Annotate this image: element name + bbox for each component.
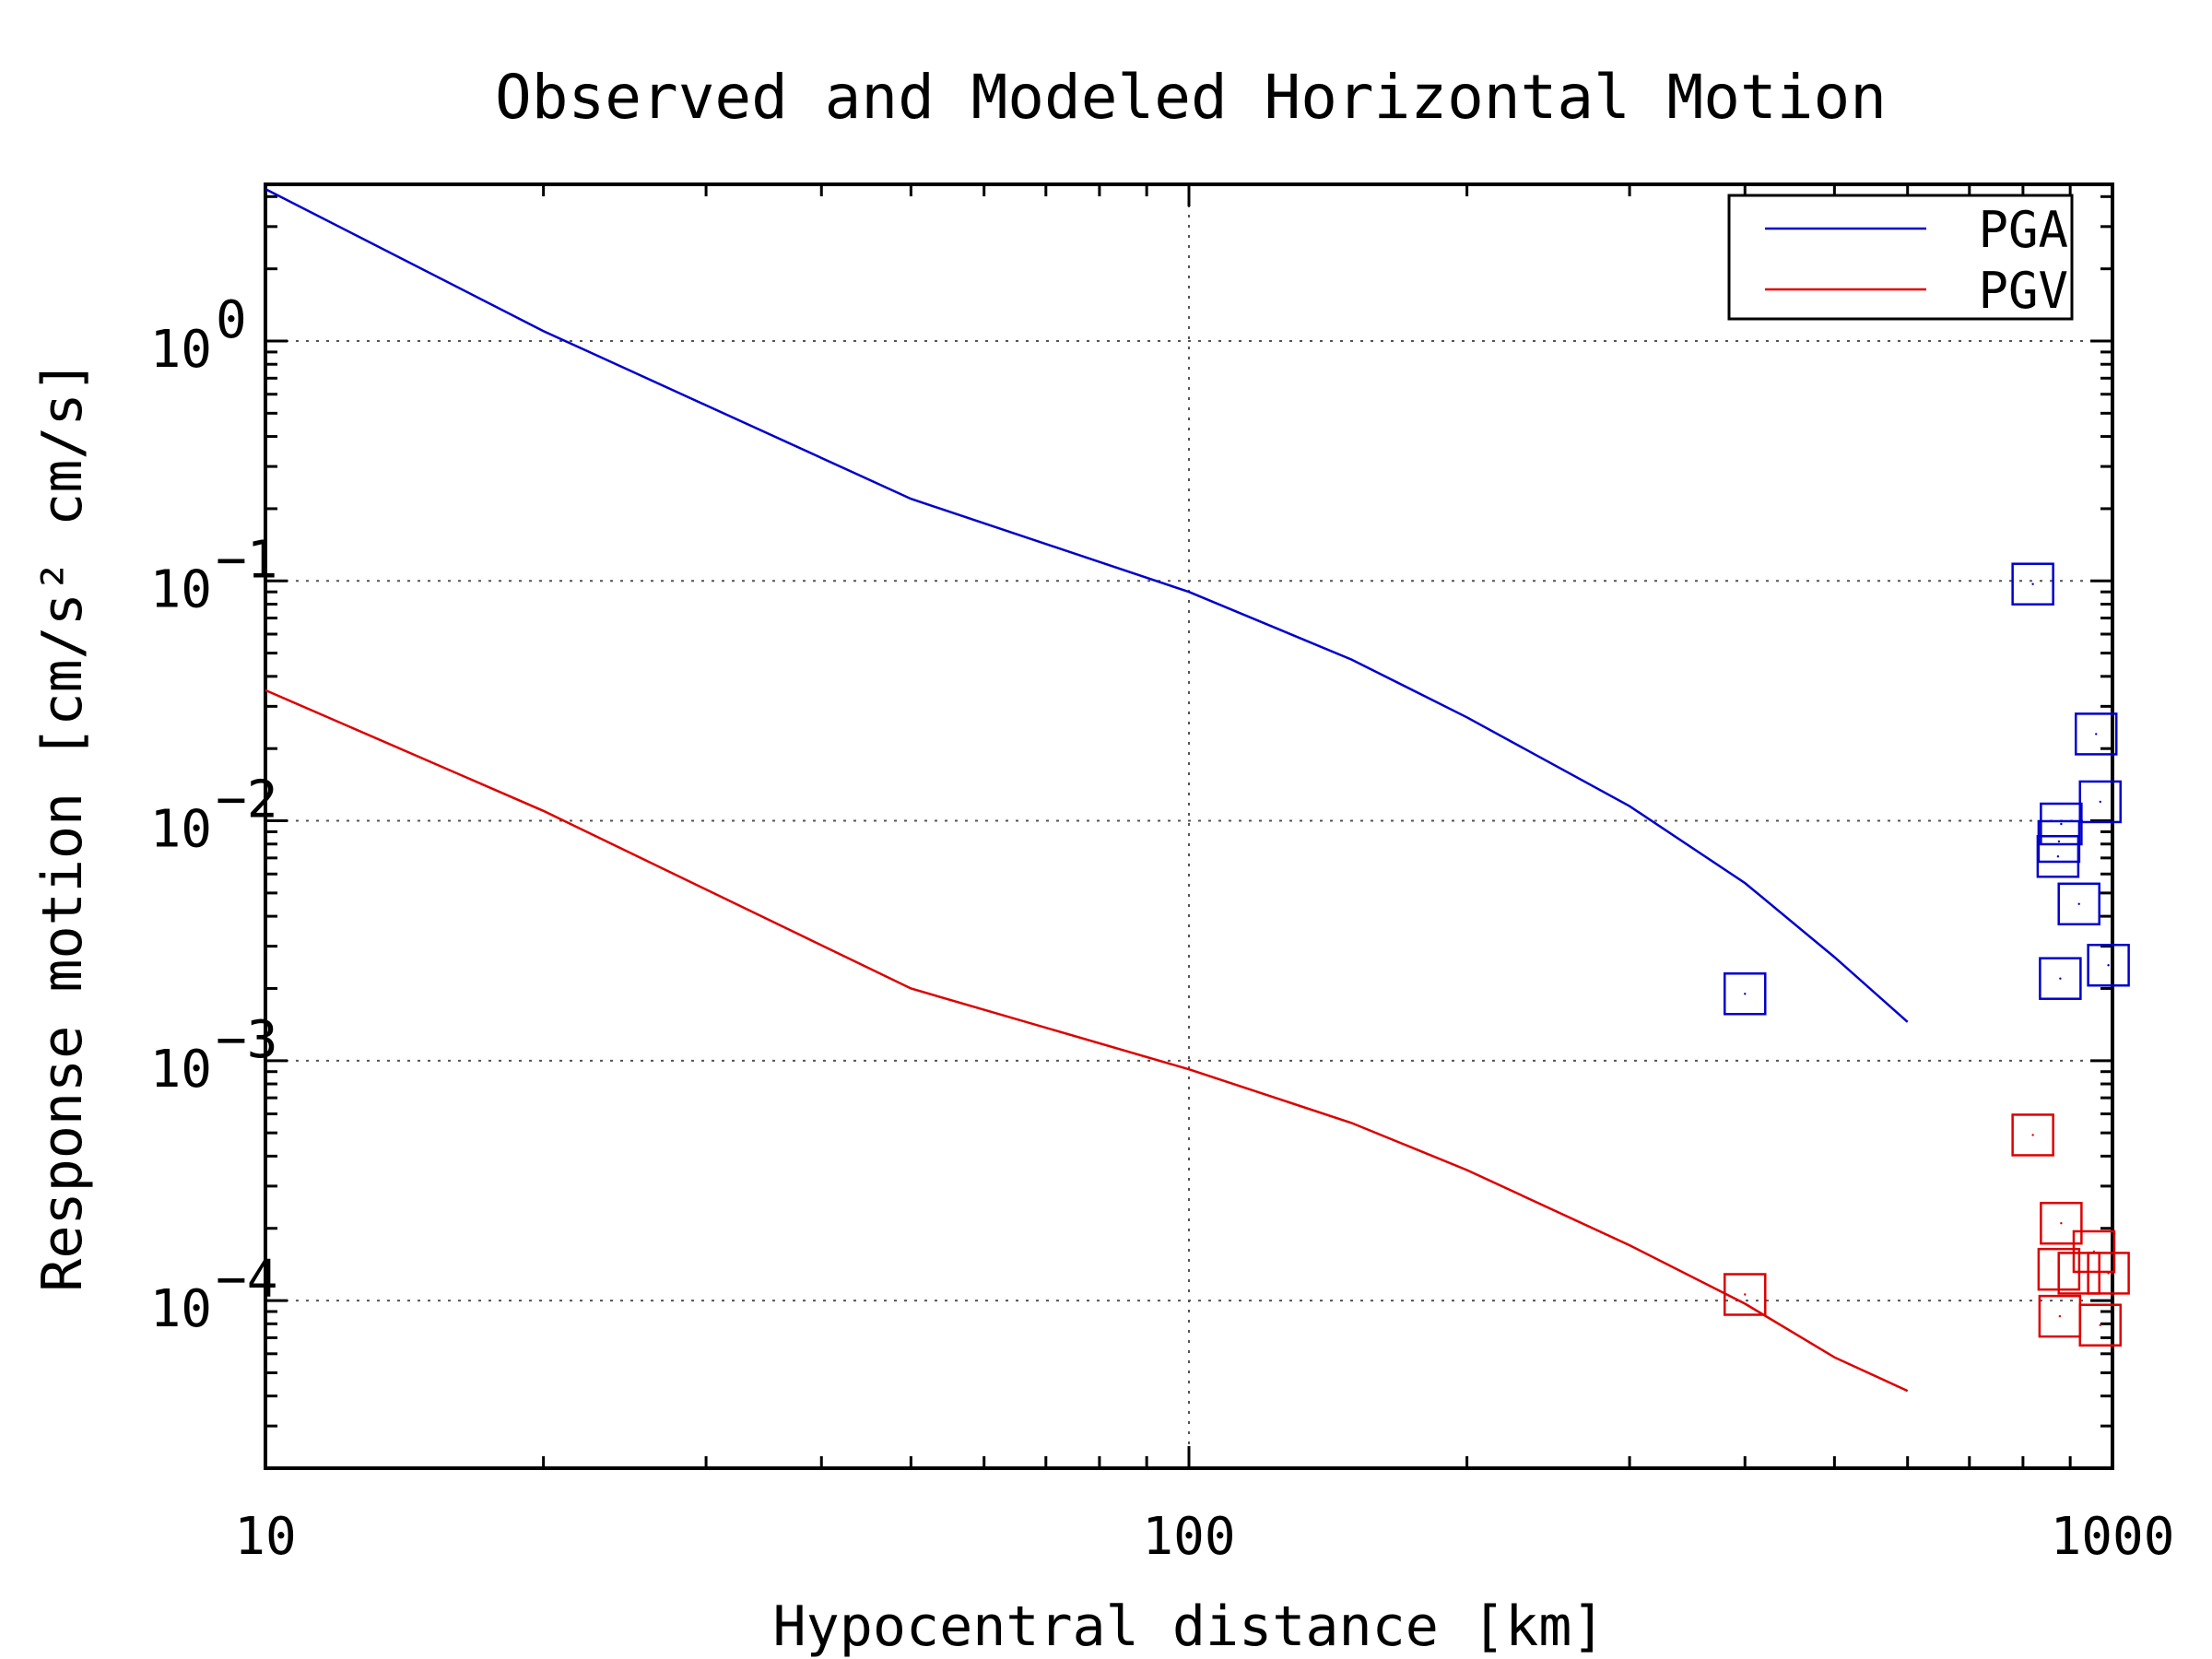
observed-point-pga xyxy=(1744,993,1747,995)
plot-frame xyxy=(264,182,2114,1470)
observed-marker-pga xyxy=(2074,712,2118,756)
observed-marker-pga xyxy=(2039,957,2082,1000)
y-tick-exponent: −1 xyxy=(216,530,277,590)
y-tick-label: 10 xyxy=(150,559,212,619)
legend-label-pga: PGA xyxy=(1978,201,2068,259)
y-tick-label: 10 xyxy=(150,1040,212,1100)
observed-marker-pga xyxy=(2040,802,2083,846)
x-tick-label: 100 xyxy=(1142,1507,1235,1567)
observed-point-pgv xyxy=(2077,1272,2080,1275)
observed-point-pga xyxy=(2107,964,2110,967)
observed-marker-pgv xyxy=(2078,1303,2122,1347)
observed-marker-pga xyxy=(2078,780,2122,824)
observed-marker-pgv xyxy=(2057,1252,2100,1295)
observed-marker-pgv xyxy=(1724,1273,1767,1316)
observed-point-pga xyxy=(2060,822,2063,826)
series-lines xyxy=(265,187,1909,1393)
x-tick-label: 1000 xyxy=(2051,1507,2175,1567)
series-line-pga xyxy=(265,187,1909,1023)
observed-marker-pga xyxy=(2011,562,2054,606)
observed-marker-pga xyxy=(2057,882,2100,926)
observed-marker-pgv xyxy=(2040,1201,2083,1245)
observed-point-pgv xyxy=(2031,1134,2034,1136)
y-tick-exponent: −3 xyxy=(216,1010,277,1070)
observed-point-pga xyxy=(2059,977,2062,980)
y-tick-label: 10 xyxy=(150,320,212,380)
observed-marker-pga xyxy=(1724,972,1767,1016)
observed-marker-pga xyxy=(2087,943,2130,987)
y-tick-label: 10 xyxy=(150,1279,212,1339)
y-tick-label: 10 xyxy=(150,800,212,860)
axis-ticks xyxy=(264,184,2114,1470)
grid xyxy=(265,184,2112,1468)
x-tick-label: 10 xyxy=(234,1507,296,1567)
legend: PGA PGV xyxy=(1727,194,2074,321)
chart-title: Observed and Modeled Horizontal Motion xyxy=(495,62,1887,133)
observed-markers xyxy=(1724,562,2130,1347)
observed-point-pgv xyxy=(2107,1272,2110,1275)
y-tick-exponent: −2 xyxy=(216,771,277,830)
observed-marker-pgv xyxy=(2072,1230,2116,1274)
observed-point-pga xyxy=(2056,855,2060,858)
observed-point-pga xyxy=(2077,902,2080,906)
observed-point-pgv xyxy=(2060,1222,2063,1225)
observed-point-pga xyxy=(2099,800,2101,804)
observed-marker-pgv xyxy=(2087,1252,2130,1295)
y-tick-exponent: 0 xyxy=(216,290,247,350)
observed-point-pga xyxy=(2095,733,2098,735)
legend-label-pgv: PGV xyxy=(1978,262,2068,320)
observed-point-pga xyxy=(2031,582,2034,585)
observed-point-pga xyxy=(2057,840,2061,843)
x-axis-label: Hypocentral distance [km] xyxy=(772,1594,1605,1659)
y-tick-exponent: −4 xyxy=(216,1250,277,1310)
series-line-pgv xyxy=(265,688,1909,1393)
observed-marker-pga xyxy=(2036,835,2080,878)
observed-point-pgv xyxy=(2099,1324,2101,1326)
y-axis-label: Response motion [cm/s² cm/s] xyxy=(30,359,95,1291)
x-tick-labels: 10 100 1000 xyxy=(234,1507,2174,1567)
observed-marker-pgv xyxy=(2011,1113,2054,1157)
observed-point-pgv xyxy=(1744,1293,1747,1296)
observed-point-pgv xyxy=(2058,1314,2062,1318)
legend-box xyxy=(1727,194,2074,321)
